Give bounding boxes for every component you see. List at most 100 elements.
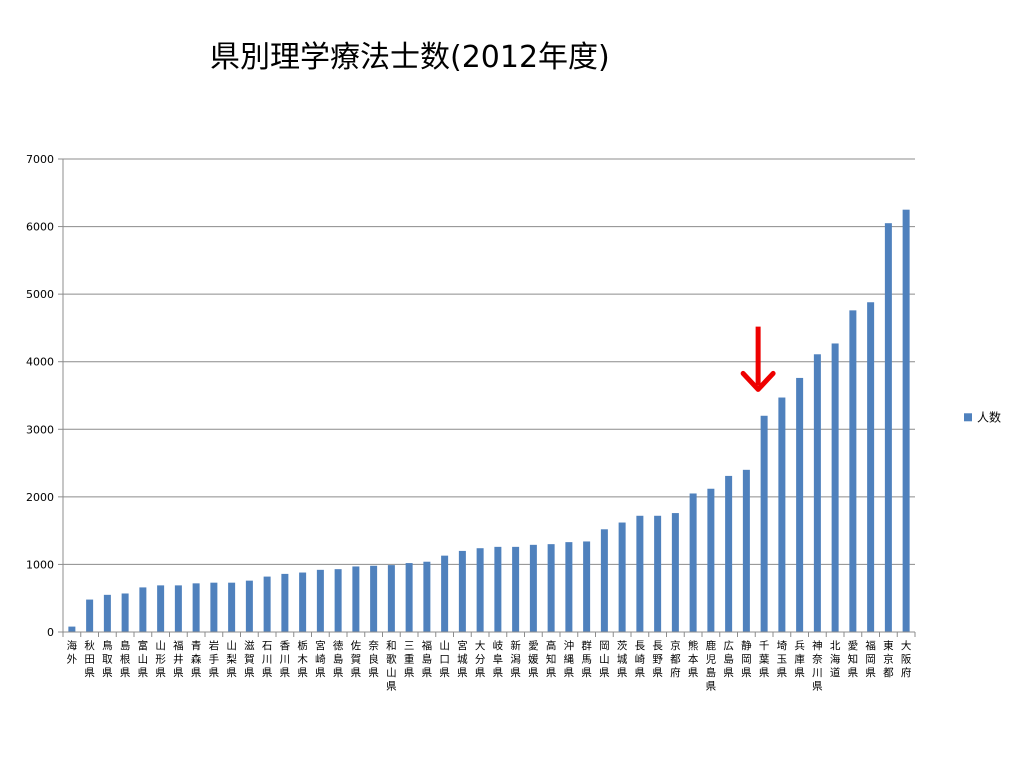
x-tick-label: 愛知県 <box>848 639 859 679</box>
x-tick-label: 京都府 <box>670 639 681 679</box>
bar <box>210 582 218 632</box>
x-tick-label: 富山県 <box>138 639 149 679</box>
bar <box>139 587 147 632</box>
x-tick-label: 東京都 <box>883 639 894 679</box>
x-tick-label: 埼玉県 <box>777 639 788 679</box>
bar <box>831 343 839 632</box>
page-title: 県別理学療法士数(2012年度) <box>210 40 610 75</box>
bar <box>849 310 857 632</box>
bar <box>512 546 520 632</box>
bar <box>476 548 484 632</box>
bar <box>867 302 875 632</box>
x-tick-label: 鳥取県 <box>102 639 113 679</box>
bar <box>121 593 129 632</box>
x-tick-label: 長野県 <box>652 640 663 679</box>
bar <box>636 515 644 632</box>
bar <box>441 555 449 632</box>
bar <box>405 563 413 632</box>
x-tick-label: 大分県 <box>475 639 486 679</box>
annotation-arrow-head <box>740 370 776 392</box>
bar <box>245 580 253 632</box>
bar <box>68 626 76 632</box>
x-tick-label: 愛媛県 <box>528 639 539 679</box>
x-tick-label: 島根県 <box>120 639 131 679</box>
x-tick-label: 熊本県 <box>688 639 699 679</box>
bar <box>760 415 768 632</box>
bar <box>316 569 324 632</box>
bar <box>192 583 200 632</box>
x-tick-label: 奈良県 <box>368 639 379 679</box>
x-tick-label: 大阪府 <box>901 639 912 679</box>
x-tick-label: 福井県 <box>173 639 184 679</box>
bar <box>423 561 431 632</box>
x-tick-label: 佐賀県 <box>351 639 362 679</box>
bar <box>902 209 910 632</box>
gridlines <box>63 158 915 633</box>
y-axis: 0 1000 2000 3000 4000 5000 6000 7000 <box>26 153 64 639</box>
x-tick-label: 新潟県 <box>510 639 521 679</box>
bar <box>387 565 395 632</box>
bar <box>494 546 502 632</box>
x-tick-label: 山梨県 <box>226 640 237 679</box>
bar-series <box>68 209 910 632</box>
x-tick-label: 福岡県 <box>865 639 876 679</box>
x-tick-label: 三重県 <box>404 640 415 679</box>
x-axis-labels: 海外秋田県鳥取県島根県富山県山形県福井県青森県岩手県山梨県滋賀県石川県香川県栃木… <box>62 631 916 693</box>
bar <box>565 542 573 632</box>
x-tick-label: 北海道 <box>830 640 841 679</box>
bar <box>174 585 182 632</box>
bar <box>884 223 892 632</box>
bar <box>671 513 679 632</box>
x-tick-label: 山形県 <box>155 640 166 679</box>
x-tick-label: 岐阜県 <box>493 639 504 679</box>
bar <box>618 522 626 632</box>
y-tick-label: 6000 <box>26 221 54 234</box>
x-tick-label: 沖縄県 <box>564 639 575 679</box>
bar <box>86 599 94 632</box>
bar <box>547 544 555 632</box>
legend-label: 人数 <box>977 409 1001 424</box>
bar <box>529 544 537 632</box>
bar <box>689 493 697 632</box>
x-tick-label: 静岡県 <box>741 639 752 679</box>
bar <box>796 377 804 632</box>
x-tick-label: 秋田県 <box>84 639 95 679</box>
x-tick-label: 長崎県 <box>635 640 646 679</box>
legend-swatch <box>964 413 972 422</box>
y-tick-label: 7000 <box>26 153 54 166</box>
x-tick-label: 兵庫県 <box>794 639 805 679</box>
bar <box>458 550 466 632</box>
annotations <box>740 326 776 392</box>
x-tick-label: 高知県 <box>546 639 557 679</box>
x-tick-label: 宮崎県 <box>315 639 326 679</box>
x-tick-label: 神奈川県 <box>812 639 823 693</box>
bar <box>228 582 236 632</box>
x-tick-label: 海外 <box>67 639 78 666</box>
y-tick-label: 3000 <box>26 423 54 436</box>
bar <box>742 469 750 632</box>
bar <box>725 475 733 632</box>
x-tick-label: 石川県 <box>262 640 273 679</box>
legend: 人数 <box>964 409 1001 424</box>
bar <box>352 566 360 632</box>
y-tick-label: 5000 <box>26 288 54 301</box>
x-tick-label: 岡山県 <box>599 640 610 679</box>
x-tick-label: 群馬県 <box>581 639 592 679</box>
x-tick-label: 千葉県 <box>759 640 770 679</box>
bar <box>263 576 271 632</box>
x-tick-label: 香川県 <box>280 640 291 679</box>
x-tick-label: 徳島県 <box>333 639 344 679</box>
bar <box>654 515 662 632</box>
x-tick-label: 鹿児島県 <box>706 639 717 693</box>
y-tick-label: 4000 <box>26 356 54 369</box>
bar <box>103 594 111 632</box>
x-tick-label: 青森県 <box>191 639 202 679</box>
bar <box>600 529 608 632</box>
bar <box>583 541 591 632</box>
x-tick-label: 茨城県 <box>617 639 628 679</box>
x-tick-label: 栃木県 <box>297 639 308 679</box>
y-tick-label: 1000 <box>26 558 54 571</box>
y-tick-label: 2000 <box>26 491 54 504</box>
x-tick-label: 宮城県 <box>457 639 468 679</box>
